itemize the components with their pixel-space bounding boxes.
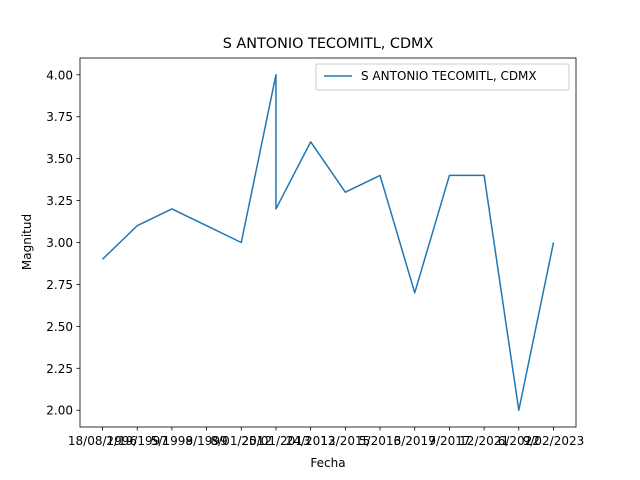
x-tick-label: 3/2017 <box>394 434 436 448</box>
series-layer <box>101 74 555 411</box>
x-tick-label: 2/19/1997 <box>106 434 168 448</box>
y-axis-title: Magnitud <box>20 214 34 270</box>
x-tick-label: 25/01/2013 <box>241 434 310 448</box>
y-tick-label: 4.00 <box>46 68 73 82</box>
y-tick-label: 2.00 <box>46 404 73 418</box>
ticks-layer: 2.00 2.25 2.50 2.75 3.00 3.25 3.50 3.75 4.00 18/0… <box>46 68 584 448</box>
x-tick-label: 5/2016 <box>359 434 401 448</box>
x-axis-title: Fecha <box>310 456 345 470</box>
x-tick-label: 12/2015 <box>320 434 370 448</box>
x-tick-label: 9/2017 <box>428 434 470 448</box>
chart-title: S ANTONIO TECOMITL, CDMX <box>223 36 434 52</box>
legend: S ANTONIO TECOMITL, CDMX <box>315 63 570 91</box>
y-tick-label: 2.75 <box>46 278 73 292</box>
y-tick-label: 3.75 <box>46 110 73 124</box>
series-line <box>101 74 555 411</box>
legend-label: S ANTONIO TECOMITL, CDMX <box>361 69 537 83</box>
y-tick-label: 3.25 <box>46 194 73 208</box>
x-tick-label: 24/2013 <box>286 434 336 448</box>
x-tick-label: 9/02/2023 <box>523 434 585 448</box>
y-tick-label: 3.00 <box>46 236 73 250</box>
x-tick-label: 5/1998 <box>151 434 193 448</box>
y-tick-label: 2.50 <box>46 320 73 334</box>
x-tick-label: 9/1999 <box>185 434 227 448</box>
x-tick-label: 6/2022 <box>498 434 540 448</box>
y-tick-label: 3.50 <box>46 152 73 166</box>
plot-frame <box>79 57 577 428</box>
x-tick-label: 8/01/2012 <box>211 434 273 448</box>
legend-box <box>315 63 570 91</box>
plot-area <box>80 58 576 427</box>
x-tick-label: 12/2021 <box>459 434 509 448</box>
x-tick-label: 18/08/1996 <box>68 434 137 448</box>
y-tick-label: 2.25 <box>46 362 73 376</box>
